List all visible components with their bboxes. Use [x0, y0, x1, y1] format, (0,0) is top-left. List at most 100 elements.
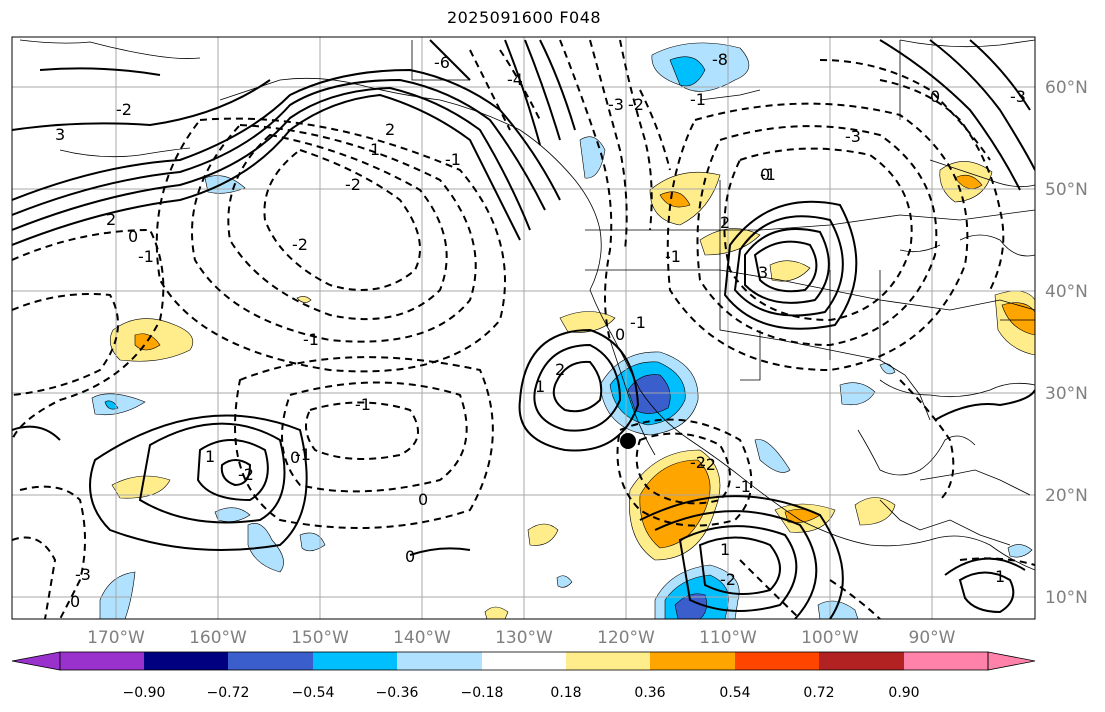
colorbar-segment [735, 652, 819, 670]
positive-anomaly [484, 606, 509, 619]
colorbar-segment [60, 652, 144, 670]
contour-label: 0 [760, 165, 770, 184]
lon-label: 150°W [291, 628, 349, 648]
contour-label: 2 [385, 120, 395, 139]
contour-label: -1 [445, 150, 461, 169]
negative-anomaly [299, 532, 326, 552]
contour-label: -3 [1010, 87, 1026, 106]
lon-label: 90°W [909, 628, 956, 648]
colorbar-tick: −0.36 [376, 685, 419, 701]
storm-position-marker [620, 433, 636, 449]
contour-label: -1 [138, 247, 154, 266]
lon-label: 130°W [495, 628, 553, 648]
contour-label: 1 [720, 540, 730, 559]
contour-labels: -2 3 -6 -4 -8 0 -3 1 2 -1 0 2 -2 -1 -2 -… [55, 50, 1026, 611]
contour-label: 0 [128, 227, 138, 246]
contour-label: -1 [295, 445, 311, 464]
contour-label: 3 [758, 263, 768, 282]
positive-anomaly [296, 296, 312, 303]
lat-label: 40°N [1045, 282, 1088, 302]
negative-anomaly [839, 382, 876, 406]
colorbar-tick: 0.54 [719, 685, 750, 701]
lon-label: 170°W [87, 628, 145, 648]
contour-label: -2 [690, 453, 706, 472]
lon-label: 110°W [699, 628, 757, 648]
contour-label: -6 [434, 53, 450, 72]
contour-label: 2 [106, 210, 116, 229]
lat-label: 30°N [1045, 384, 1088, 404]
shaded-anomalies [91, 42, 1035, 619]
contour-label: -2 [628, 95, 644, 114]
colorbar-segment [144, 652, 228, 670]
colorbar-segment [650, 652, 735, 670]
positive-anomaly [527, 523, 559, 546]
longitude-labels: 170°W 160°W 150°W 140°W 130°W 120°W 110°… [87, 628, 956, 648]
contour-label: -2 [700, 455, 716, 474]
positive-anomaly [854, 497, 896, 526]
contour-label: 1 [370, 140, 380, 159]
colorbar-extend-low [11, 651, 61, 671]
positive-anomaly [134, 333, 161, 351]
contour-label: -1 [303, 330, 319, 349]
colorbar-segment [819, 652, 904, 670]
contour-label: 1 [995, 567, 1005, 586]
negative-anomaly [556, 575, 573, 588]
negative-anomaly [754, 439, 791, 473]
positive-anomaly [111, 475, 171, 499]
map-title: 2025091600 F048 [446, 8, 602, 27]
negative-anomaly [91, 393, 146, 416]
map-border [11, 36, 1036, 620]
contour-label: 0 [930, 87, 940, 106]
colorbar-segment [397, 652, 482, 670]
colorbar-tick: 0.72 [803, 685, 834, 701]
colorbar-segment [566, 652, 650, 670]
negative-anomaly [214, 507, 251, 522]
contour-label: -1 [665, 247, 681, 266]
contour-label: -2 [116, 100, 132, 119]
contour-label: 1 [205, 447, 215, 466]
positive-anomaly [1001, 302, 1035, 336]
colorbar: −0.90 −0.72 −0.54 −0.36 −0.18 0.18 0.36 … [11, 651, 1036, 701]
lon-label: 100°W [801, 628, 859, 648]
positive-anomaly [954, 174, 983, 190]
contour-label: -2 [345, 175, 361, 194]
colorbar-tick: 0.90 [888, 685, 919, 701]
contour-label: -3 [75, 565, 91, 584]
contour-label: -1 [760, 165, 776, 184]
colorbar-segment [904, 652, 988, 670]
colorbar-tick: 0.18 [550, 685, 581, 701]
lon-label: 140°W [393, 628, 451, 648]
colorbar-extend-high [987, 651, 1036, 671]
lon-label: 160°W [189, 628, 247, 648]
colorbar-segment [228, 652, 313, 670]
negative-anomaly [669, 56, 706, 87]
contour-label: 0 [405, 547, 415, 566]
contour-label: 0 [418, 490, 428, 509]
colorbar-tick: −0.18 [461, 685, 504, 701]
colorbar-tick: −0.54 [292, 685, 335, 701]
contour-label: -3 [845, 127, 861, 146]
positive-anomaly [659, 191, 691, 208]
contour-label: 3 [55, 125, 65, 144]
contour-label: 1 [535, 377, 545, 396]
contour-label: -2 [292, 235, 308, 254]
contour-label: -1 [735, 477, 751, 496]
colorbar-segment [482, 652, 566, 670]
lat-label: 60°N [1045, 78, 1088, 98]
colorbar-segment [313, 652, 397, 670]
contour-label: 0 [70, 592, 80, 611]
contour-label: -8 [712, 50, 728, 69]
contours-solid [12, 39, 1035, 619]
lat-label: 10°N [1045, 588, 1088, 608]
contour-label: -2 [720, 570, 736, 589]
contour-label: -3 [608, 95, 624, 114]
positive-anomaly [769, 260, 811, 282]
contour-label: -2 [238, 465, 254, 484]
colorbar-tick: −0.90 [123, 685, 166, 701]
latitude-labels: 60°N 50°N 40°N 30°N 20°N 10°N [1045, 78, 1088, 608]
contour-label: -1 [630, 313, 646, 332]
positive-anomaly [699, 228, 761, 256]
negative-anomaly [99, 571, 136, 619]
lat-label: 50°N [1045, 180, 1088, 200]
